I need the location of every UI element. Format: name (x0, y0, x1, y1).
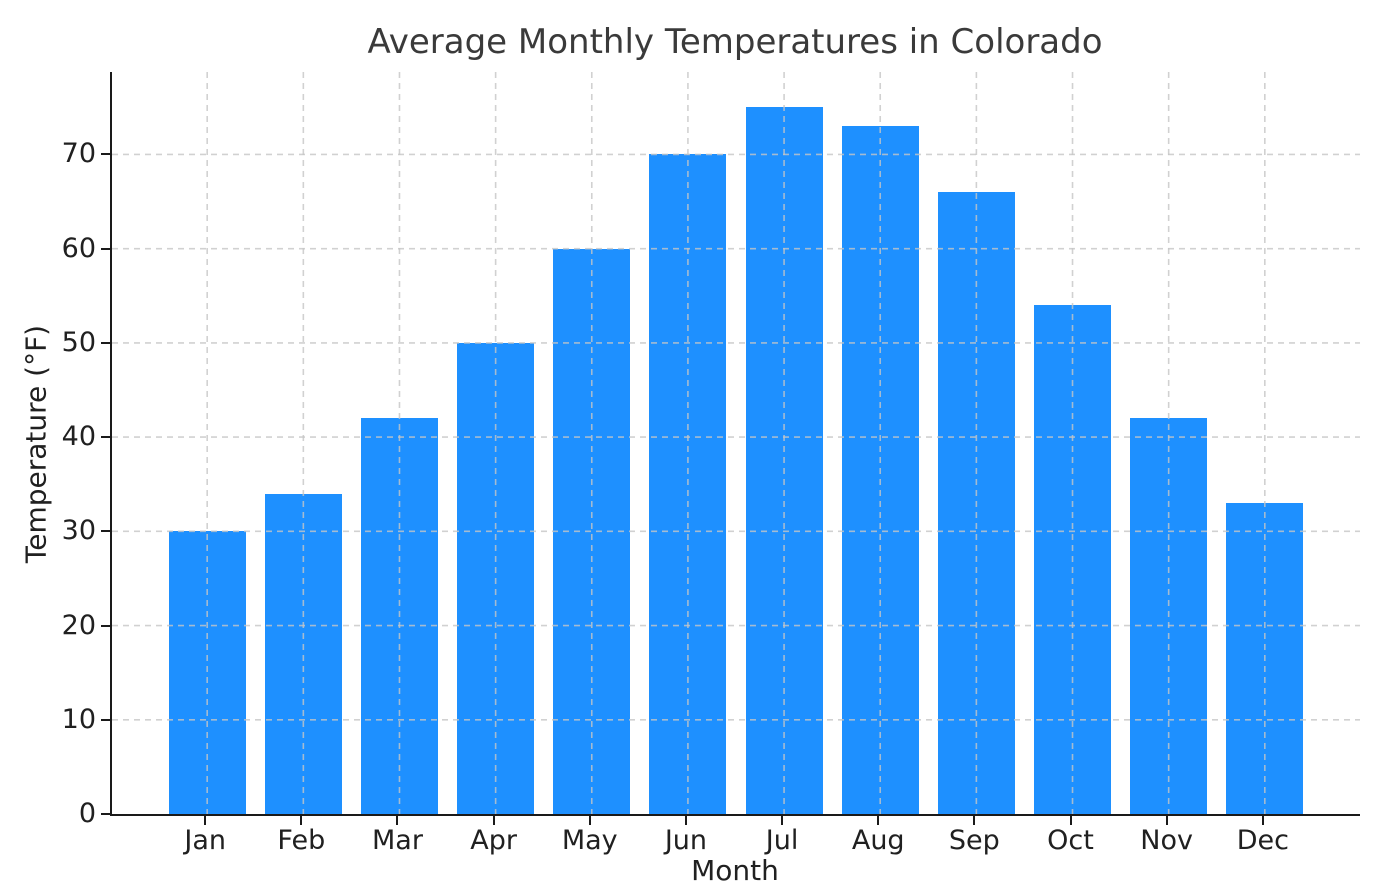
ytick-mark-0 (101, 813, 110, 815)
xtick-label-jul: Jul (765, 825, 799, 856)
bar-nov (1130, 418, 1208, 814)
xtick-mark-oct (1069, 816, 1072, 825)
bar-oct (1034, 305, 1111, 814)
xtick-label-apr: Apr (470, 825, 517, 856)
xtick-label-dec: Dec (1236, 825, 1289, 856)
bars-layer (112, 72, 1360, 814)
xtick-label-oct: Oct (1047, 825, 1094, 856)
ytick-mark-10 (101, 718, 110, 721)
xtick-mark-may (588, 816, 591, 825)
ytick-mark-20 (101, 624, 110, 627)
bar-may (553, 248, 631, 814)
bar-jun (649, 154, 727, 814)
xtick-mark-aug (877, 816, 880, 825)
xtick-mark-apr (492, 816, 495, 825)
xtick-label-aug: Aug (851, 825, 905, 856)
xtick-mark-jun (684, 816, 687, 825)
ytick-mark-40 (101, 436, 110, 439)
bar-jan (168, 531, 246, 814)
bar-mar (361, 418, 438, 814)
xtick-label-jun: Jun (664, 825, 708, 856)
chart-title: Average Monthly Temperatures in Colorado (367, 22, 1103, 62)
ytick-label-60: 60 (61, 232, 96, 264)
ytick-label-50: 50 (61, 326, 96, 358)
xtick-mark-feb (300, 816, 303, 825)
ytick-mark-50 (101, 341, 110, 344)
ytick-label-0: 0 (78, 798, 96, 829)
bar-apr (457, 342, 535, 814)
xtick-mark-sep (973, 816, 976, 825)
bar-jul (745, 107, 823, 814)
ytick-label-10: 10 (61, 703, 96, 735)
bar-aug (841, 126, 919, 814)
ytick-mark-60 (101, 247, 110, 250)
xtick-mark-dec (1261, 816, 1264, 825)
bar-sep (937, 192, 1015, 814)
xtick-label-jan: Jan (184, 825, 226, 856)
xtick-label-may: May (561, 825, 618, 856)
bar-dec (1226, 503, 1304, 814)
xtick-mark-mar (396, 816, 399, 825)
ytick-label-20: 20 (61, 609, 96, 641)
xtick-mark-nov (1165, 816, 1168, 825)
xtick-mark-jul (781, 816, 784, 825)
ytick-mark-30 (101, 530, 110, 533)
ytick-label-30: 30 (61, 515, 96, 547)
ytick-label-70: 70 (61, 138, 96, 170)
ytick-mark-70 (101, 153, 110, 156)
xtick-label-sep: Sep (948, 825, 1000, 856)
xtick-label-feb: Feb (277, 825, 326, 856)
ytick-label-40: 40 (61, 421, 96, 453)
xtick-label-mar: Mar (371, 825, 423, 856)
bar-feb (264, 493, 342, 814)
xtick-mark-jan (204, 816, 207, 825)
plot-area (110, 72, 1360, 816)
xtick-label-nov: Nov (1140, 825, 1193, 856)
x-axis-label: Month (691, 854, 779, 887)
